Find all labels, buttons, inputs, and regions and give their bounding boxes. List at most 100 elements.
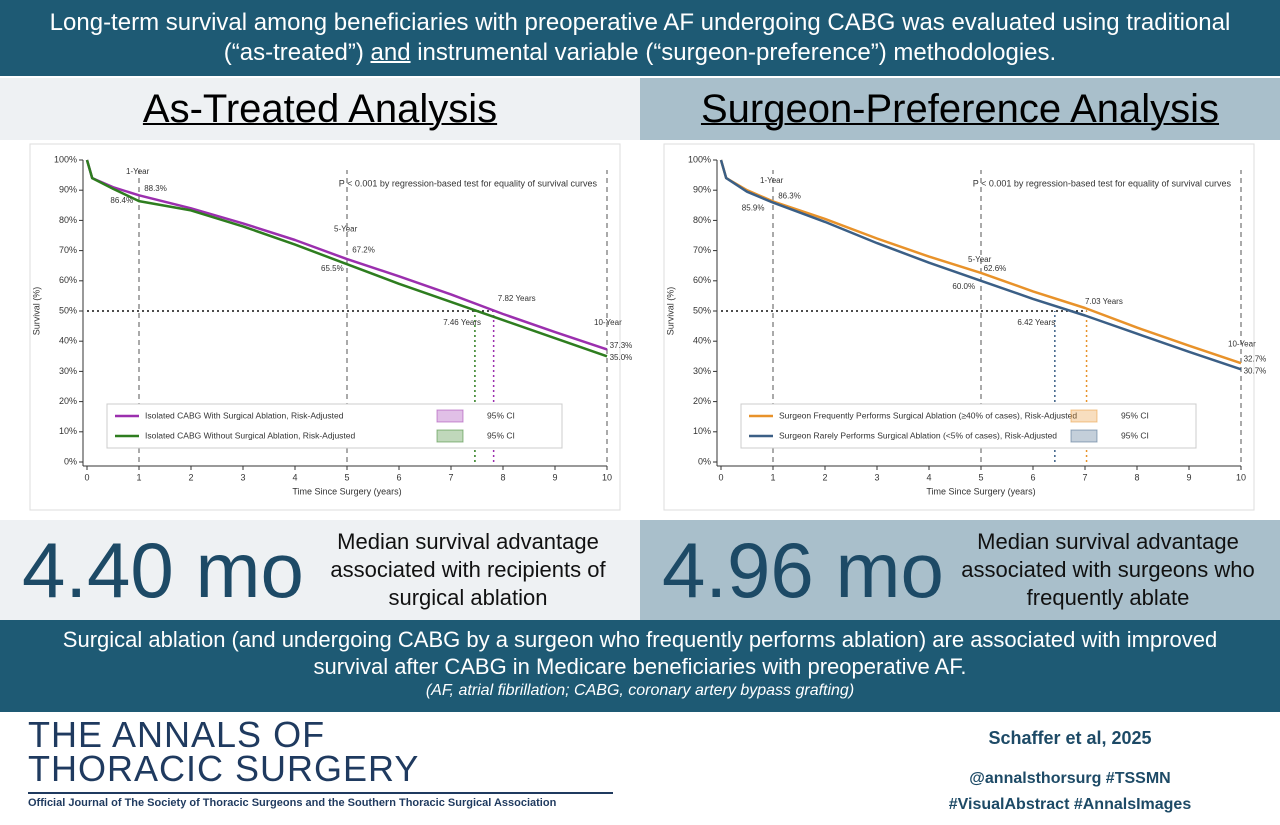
x-axis-title: Time Since Surgery (years) bbox=[926, 486, 1035, 496]
y-tick-label: 30% bbox=[693, 366, 711, 376]
annotation: 30.7% bbox=[1244, 367, 1267, 376]
survival-curve bbox=[85, 159, 608, 358]
annotation: 10-Year bbox=[594, 318, 622, 327]
x-tick-label: 6 bbox=[396, 472, 401, 482]
y-tick-label: 80% bbox=[693, 215, 711, 225]
stat-panel: 4.40 mo Median survival advantage associ… bbox=[0, 520, 640, 620]
annotation: 88.3% bbox=[144, 184, 167, 193]
y-tick-label: 70% bbox=[693, 245, 711, 255]
hashtags: @annalsthorsurg #TSSMN #VisualAbstract #… bbox=[920, 766, 1220, 818]
ci-label: 95% CI bbox=[487, 430, 515, 440]
annotation: 32.7% bbox=[1244, 354, 1267, 363]
ci-swatch bbox=[1070, 409, 1098, 423]
x-tick-label: 5 bbox=[344, 472, 349, 482]
stat-value: 4.40 mo bbox=[22, 526, 304, 614]
stat-description: Median survival advantage associated wit… bbox=[961, 529, 1255, 610]
y-tick-label: 20% bbox=[693, 396, 711, 406]
plot-frame bbox=[663, 143, 1255, 511]
x-tick-label: 7 bbox=[448, 472, 453, 482]
panel-header: Surgeon-Preference Analysis bbox=[640, 78, 1280, 140]
chart: 0% 10% 20% 30% 40% 50% 60% 70% 80% 90% 100% 0 1 2 3 4 5 6… bbox=[29, 143, 633, 511]
annotation: 7.46 Years bbox=[443, 318, 481, 327]
y-tick-label: 50% bbox=[693, 305, 711, 315]
hashtag-line: @annalsthorsurg #TSSMN bbox=[969, 770, 1171, 787]
x-tick-label: 1 bbox=[136, 472, 141, 482]
annotation: 62.6% bbox=[984, 264, 1007, 273]
x-tick-label: 2 bbox=[188, 472, 193, 482]
legend-box bbox=[106, 403, 563, 449]
header-text: instrumental variable (“surgeon-preferen… bbox=[410, 39, 1057, 66]
x-tick-label: 0 bbox=[718, 472, 723, 482]
legend-label: Isolated CABG Without Surgical Ablation,… bbox=[145, 430, 356, 440]
stat-description: Median survival advantage associated wit… bbox=[330, 529, 606, 610]
abbreviations: (AF, atrial fibrillation; CABG, coronary… bbox=[425, 682, 855, 699]
annotation: 37.3% bbox=[610, 341, 633, 350]
journal-logo: THE ANNALS OF THORACIC SURGERY bbox=[28, 717, 420, 789]
header-text: Long-term survival among beneficiaries w… bbox=[49, 9, 1231, 66]
journal-line: THORACIC SURGERY bbox=[28, 748, 420, 789]
annotation: 6.42 Years bbox=[1017, 318, 1055, 327]
x-tick-label: 0 bbox=[84, 472, 89, 482]
annotation: 85.9% bbox=[742, 203, 765, 212]
ci-label: 95% CI bbox=[1121, 430, 1149, 440]
y-tick-label: 70% bbox=[59, 245, 77, 255]
header-banner: Long-term survival among beneficiaries w… bbox=[0, 0, 1280, 76]
annotation: 67.2% bbox=[352, 246, 375, 255]
x-tick-label: 1 bbox=[770, 472, 775, 482]
x-tick-label: 4 bbox=[292, 472, 297, 482]
x-tick-label: 8 bbox=[1134, 472, 1139, 482]
annotation: 5-Year bbox=[968, 255, 992, 264]
x-tick-label: 3 bbox=[240, 472, 245, 482]
annotation: 35.0% bbox=[610, 353, 633, 362]
ci-swatch bbox=[1070, 429, 1098, 443]
logo-rule bbox=[28, 792, 613, 794]
annotation: 86.3% bbox=[778, 191, 801, 200]
x-tick-label: 3 bbox=[874, 472, 879, 482]
y-axis-title: Survival (%) bbox=[31, 287, 41, 336]
conclusion-banner: Surgical ablation (and undergoing CABG b… bbox=[0, 620, 1280, 712]
legend-label: Surgeon Rarely Performs Surgical Ablatio… bbox=[779, 430, 1057, 440]
annotation: 60.0% bbox=[952, 282, 975, 291]
annotation: 1-Year bbox=[760, 176, 784, 185]
panel-title: As-Treated Analysis bbox=[142, 87, 498, 131]
y-tick-label: 90% bbox=[59, 185, 77, 195]
x-tick-label: 10 bbox=[1236, 472, 1246, 482]
survival-curve bbox=[719, 159, 1242, 371]
annotation: 10-Year bbox=[1228, 339, 1256, 348]
y-tick-label: 10% bbox=[693, 426, 711, 436]
p-value-note: P < 0.001 by regression-based test for e… bbox=[339, 179, 598, 189]
x-axis-title: Time Since Surgery (years) bbox=[292, 486, 401, 496]
x-tick-label: 5 bbox=[978, 472, 983, 482]
y-tick-label: 60% bbox=[59, 275, 77, 285]
stat-value: 4.96 mo bbox=[662, 526, 944, 614]
plot-frame bbox=[29, 143, 621, 511]
survival-curve bbox=[85, 159, 608, 351]
conclusion-text: Surgical ablation (and undergoing CABG b… bbox=[62, 627, 1218, 679]
y-tick-label: 80% bbox=[59, 215, 77, 225]
y-tick-label: 100% bbox=[54, 154, 77, 164]
header-emphasis: and bbox=[370, 39, 411, 66]
y-tick-label: 50% bbox=[59, 305, 77, 315]
x-tick-label: 4 bbox=[926, 472, 931, 482]
annotation: 7.03 Years bbox=[1085, 297, 1123, 306]
ci-swatch bbox=[436, 409, 464, 423]
legend-box bbox=[740, 403, 1197, 449]
x-tick-label: 9 bbox=[1186, 472, 1191, 482]
y-tick-label: 30% bbox=[59, 366, 77, 376]
y-axis-title: Survival (%) bbox=[665, 287, 675, 336]
ci-label: 95% CI bbox=[1121, 410, 1149, 420]
y-tick-label: 40% bbox=[693, 336, 711, 346]
y-tick-label: 90% bbox=[693, 185, 711, 195]
panel-title: Surgeon-Preference Analysis bbox=[700, 87, 1220, 131]
y-tick-label: 10% bbox=[59, 426, 77, 436]
x-tick-label: 6 bbox=[1030, 472, 1035, 482]
ci-label: 95% CI bbox=[487, 410, 515, 420]
journal-subtitle: Official Journal of The Society of Thora… bbox=[28, 797, 557, 809]
p-value-note: P < 0.001 by regression-based test for e… bbox=[973, 179, 1232, 189]
x-tick-label: 2 bbox=[822, 472, 827, 482]
annotation: 65.5% bbox=[321, 264, 344, 273]
legend-label: Isolated CABG With Surgical Ablation, Ri… bbox=[145, 410, 344, 420]
annotation: 86.4% bbox=[110, 196, 133, 205]
panel-header: As-Treated Analysis bbox=[0, 78, 640, 140]
